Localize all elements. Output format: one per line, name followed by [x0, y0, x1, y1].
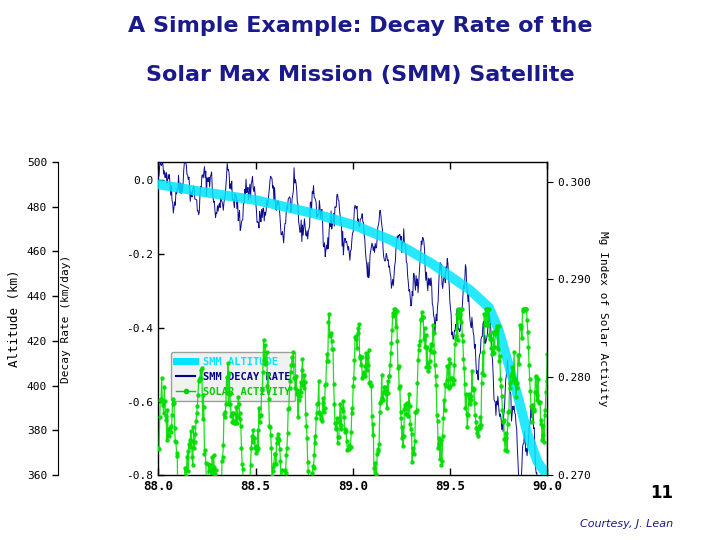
Legend: SMM ALTITUDE, SMM DECAY RATE, SOLAR ACTIVITY: SMM ALTITUDE, SMM DECAY RATE, SOLAR ACTI… — [171, 352, 295, 401]
Text: A Simple Example: Decay Rate of the: A Simple Example: Decay Rate of the — [127, 16, 593, 36]
Y-axis label: Decay Rate (km/day): Decay Rate (km/day) — [61, 254, 71, 383]
Text: Solar Max Mission (SMM) Satellite: Solar Max Mission (SMM) Satellite — [145, 65, 575, 85]
Text: Courtesy, J. Lean: Courtesy, J. Lean — [580, 519, 673, 529]
Text: 11: 11 — [650, 484, 673, 502]
Y-axis label: Mg Index of Solar Activity: Mg Index of Solar Activity — [598, 231, 608, 407]
Y-axis label: Altitude (km): Altitude (km) — [9, 270, 22, 367]
